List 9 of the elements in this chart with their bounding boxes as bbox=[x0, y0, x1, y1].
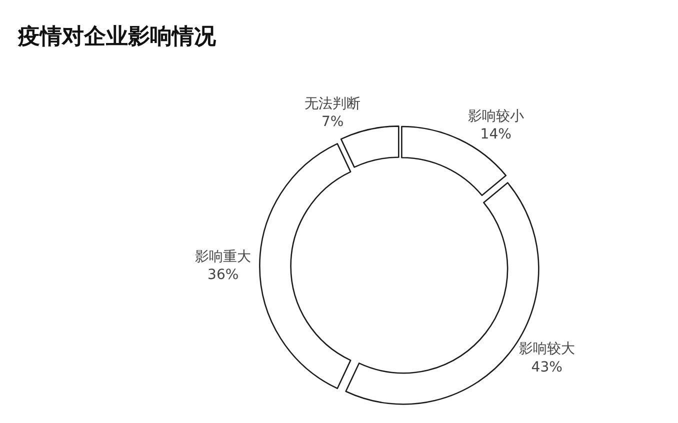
slice-label: 影响较大 bbox=[518, 341, 575, 358]
chart-title: 疫情对企业影响情况 bbox=[17, 24, 217, 50]
data-label: 7% bbox=[321, 114, 344, 130]
data-label: 43% bbox=[531, 359, 562, 376]
slice-label: 影响较小 bbox=[468, 108, 524, 124]
data-label: 36% bbox=[208, 267, 239, 284]
slice-label: 影响重大 bbox=[195, 248, 252, 265]
slice-label: 无法判断 bbox=[304, 96, 361, 112]
data-label: 14% bbox=[480, 126, 512, 142]
